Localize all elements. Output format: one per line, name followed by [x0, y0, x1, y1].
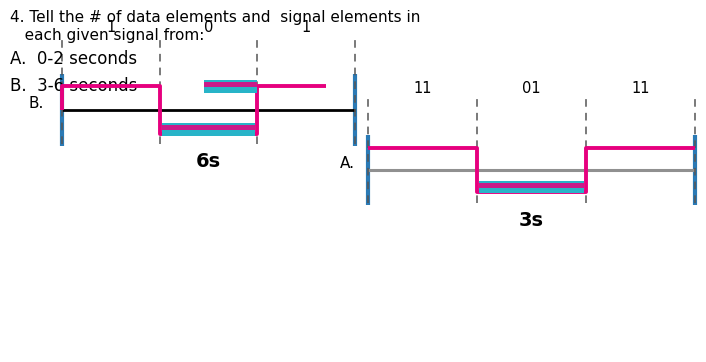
- Text: A.: A.: [340, 156, 355, 172]
- Text: A.  0-2 seconds: A. 0-2 seconds: [10, 50, 137, 68]
- Text: B.  3-6 seconds: B. 3-6 seconds: [10, 77, 138, 95]
- Text: 4. Tell the # of data elements and  signal elements in: 4. Tell the # of data elements and signa…: [10, 10, 420, 25]
- Bar: [203, 82, 257, 87]
- Bar: [162, 123, 256, 136]
- Text: 6s: 6s: [196, 152, 221, 171]
- Text: 1: 1: [301, 20, 311, 35]
- Bar: [162, 125, 256, 130]
- Text: 01: 01: [522, 81, 541, 96]
- Bar: [479, 183, 584, 188]
- Bar: [479, 181, 584, 193]
- Text: B.: B.: [29, 97, 44, 111]
- Text: 1: 1: [106, 20, 116, 35]
- Text: 0: 0: [204, 20, 213, 35]
- Text: 3s: 3s: [519, 211, 544, 230]
- Text: 11: 11: [413, 81, 432, 96]
- Bar: [203, 80, 257, 93]
- Text: each given signal from:: each given signal from:: [10, 28, 204, 43]
- Text: 11: 11: [631, 81, 650, 96]
